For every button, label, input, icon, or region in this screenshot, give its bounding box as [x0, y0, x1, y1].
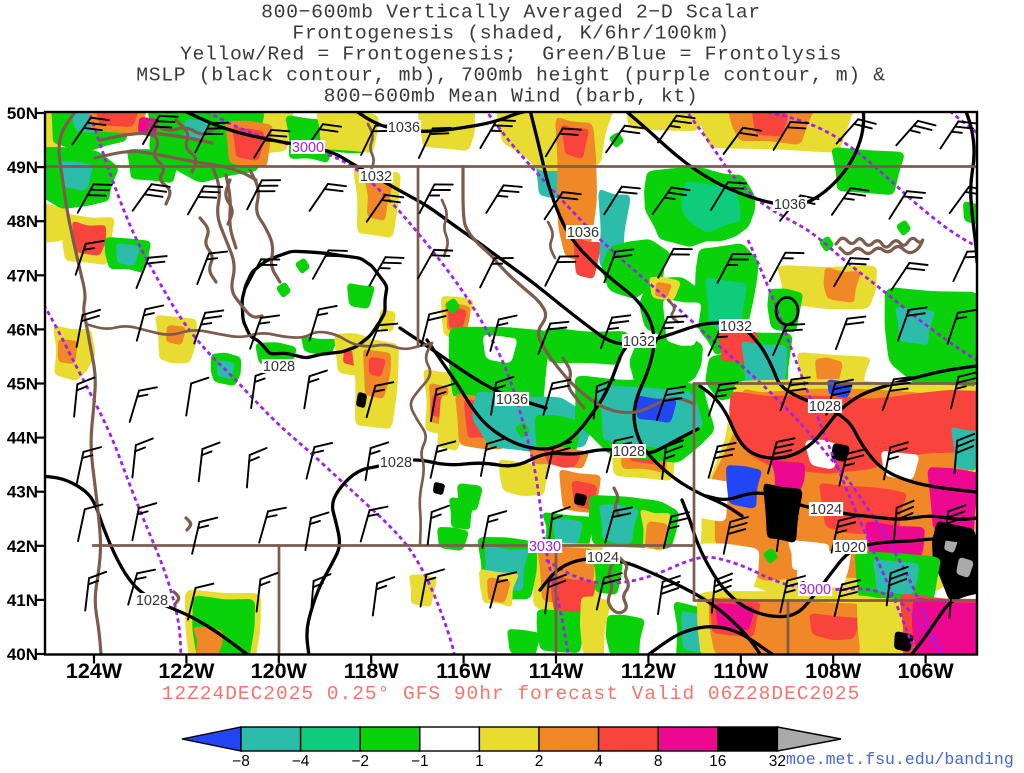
svg-text:−8: −8	[232, 753, 250, 768]
svg-text:1036: 1036	[567, 225, 599, 241]
svg-text:116W: 116W	[436, 659, 492, 683]
svg-text:49N: 49N	[7, 158, 38, 177]
svg-text:46N: 46N	[7, 320, 38, 339]
svg-text:44N: 44N	[7, 429, 38, 448]
svg-text:42N: 42N	[7, 537, 38, 556]
svg-text:moe.met.fsu.edu/banding: moe.met.fsu.edu/banding	[786, 750, 1014, 768]
svg-text:118W: 118W	[344, 659, 400, 683]
svg-text:3000: 3000	[292, 140, 324, 156]
svg-text:800−600mb Vertically Averaged: 800−600mb Vertically Averaged 2−D Scalar	[261, 2, 761, 24]
svg-text:45N: 45N	[7, 375, 38, 394]
svg-text:1036: 1036	[388, 120, 420, 136]
svg-text:1036: 1036	[496, 392, 528, 408]
svg-text:47N: 47N	[7, 266, 38, 285]
svg-text:48N: 48N	[7, 212, 38, 231]
svg-text:50N: 50N	[7, 104, 38, 123]
svg-text:1020: 1020	[834, 540, 866, 556]
svg-text:124W: 124W	[66, 659, 123, 683]
svg-text:32: 32	[769, 753, 786, 768]
svg-text:800−600mb Mean Wind (barb, kt): 800−600mb Mean Wind (barb, kt)	[324, 86, 699, 108]
svg-text:1024: 1024	[587, 550, 619, 566]
svg-text:8: 8	[654, 753, 663, 768]
svg-text:112W: 112W	[621, 659, 677, 683]
svg-text:4: 4	[594, 753, 603, 768]
svg-text:−1: −1	[411, 753, 429, 768]
svg-text:108W: 108W	[805, 659, 862, 683]
svg-text:1024: 1024	[810, 502, 842, 518]
svg-text:1032: 1032	[720, 319, 752, 335]
svg-text:1: 1	[475, 753, 484, 768]
svg-text:114W: 114W	[529, 659, 585, 683]
svg-text:1028: 1028	[136, 593, 168, 609]
svg-text:1036: 1036	[774, 197, 806, 213]
svg-text:MSLP (black contour, mb), 700m: MSLP (black contour, mb), 700mb height (…	[136, 65, 885, 87]
svg-text:1028: 1028	[380, 455, 412, 471]
svg-text:Frontogenesis (shaded, K/6hr/1: Frontogenesis (shaded, K/6hr/100km)	[292, 23, 729, 45]
svg-text:120W: 120W	[251, 659, 308, 683]
svg-text:3030: 3030	[529, 539, 561, 555]
svg-text:Yellow/Red = Frontogenesis; G: Yellow/Red = Frontogenesis; Green/Blue =…	[180, 44, 842, 66]
svg-text:12Z24DEC2025 0.25° GFS 90hr fo: 12Z24DEC2025 0.25° GFS 90hr forecast Val…	[162, 683, 861, 705]
svg-text:1028: 1028	[263, 359, 295, 375]
svg-text:2: 2	[535, 753, 544, 768]
svg-text:106W: 106W	[898, 659, 955, 683]
svg-text:122W: 122W	[158, 659, 215, 683]
svg-text:41N: 41N	[7, 591, 38, 610]
svg-text:1028: 1028	[809, 399, 841, 415]
svg-text:40N: 40N	[7, 645, 38, 664]
svg-text:110W: 110W	[713, 659, 769, 683]
svg-text:43N: 43N	[7, 483, 38, 502]
svg-text:16: 16	[709, 753, 726, 768]
svg-text:3000: 3000	[799, 582, 831, 598]
svg-text:1032: 1032	[623, 334, 655, 350]
svg-text:1032: 1032	[360, 169, 392, 185]
svg-text:1028: 1028	[613, 444, 645, 460]
svg-text:−2: −2	[351, 753, 369, 768]
svg-text:−4: −4	[292, 753, 310, 768]
